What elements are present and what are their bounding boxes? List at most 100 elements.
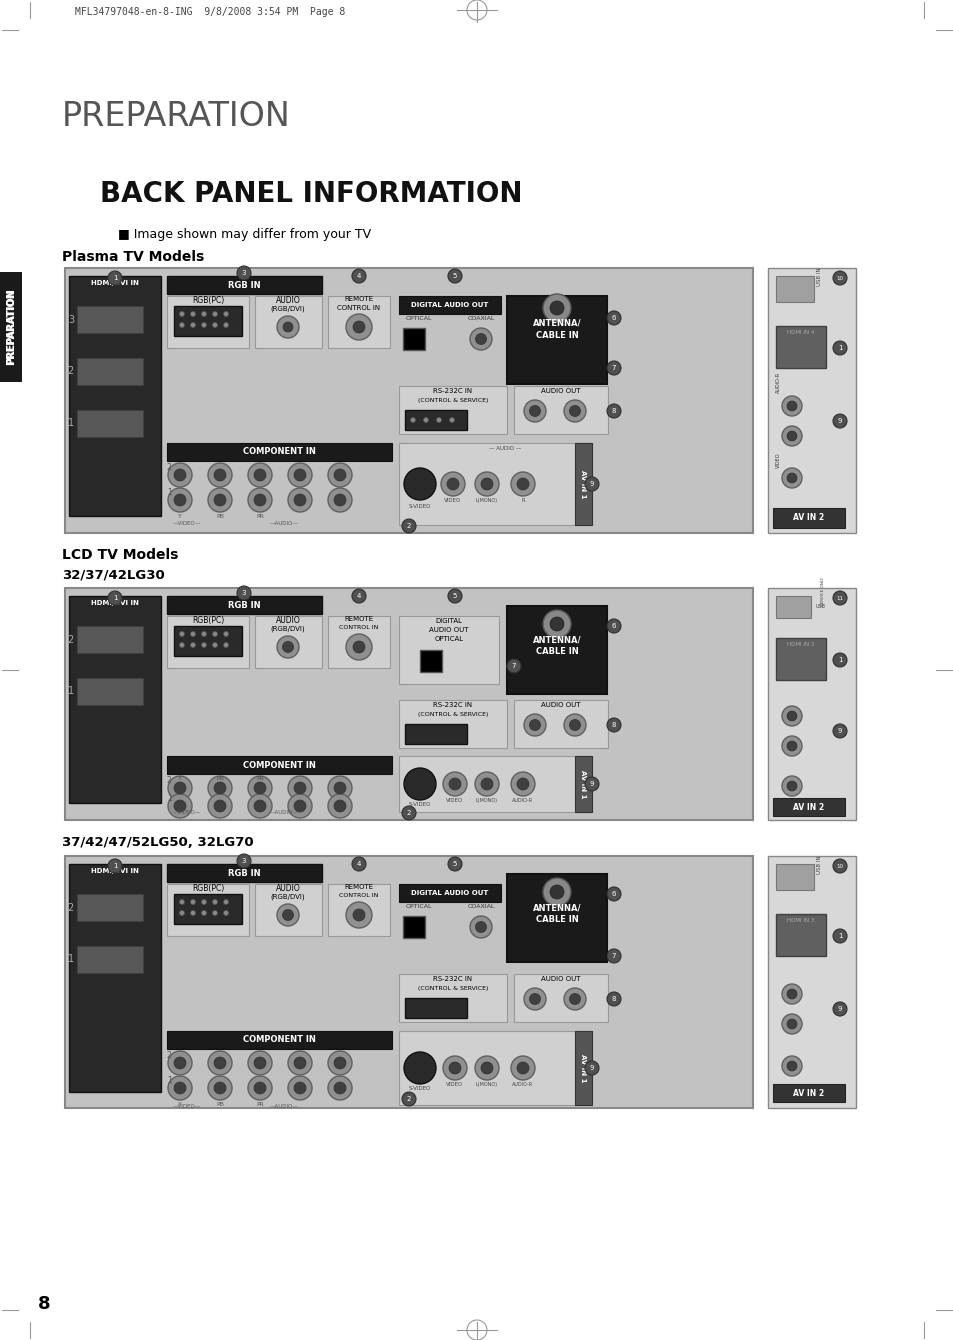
Circle shape [108,859,122,872]
Text: 2: 2 [406,809,411,816]
Circle shape [353,322,365,334]
Circle shape [191,631,195,636]
Text: OPTICAL: OPTICAL [405,905,432,909]
Circle shape [213,494,226,507]
Circle shape [179,642,184,647]
Circle shape [781,736,801,756]
Text: AV IN 1: AV IN 1 [579,769,585,799]
Circle shape [248,776,272,800]
Circle shape [449,1063,460,1073]
Circle shape [253,494,266,507]
Bar [506,874,606,962]
Bar [775,276,813,302]
Circle shape [832,724,846,738]
Circle shape [781,468,801,488]
Circle shape [288,1076,312,1100]
Circle shape [442,772,467,796]
Bar [398,699,506,748]
Circle shape [334,783,346,795]
Circle shape [352,858,366,871]
Circle shape [213,631,217,636]
Bar [767,588,855,820]
Text: 5: 5 [453,594,456,599]
Circle shape [201,631,206,636]
Bar [0,272,22,382]
Text: (RGB/DVI): (RGB/DVI) [271,892,305,899]
Circle shape [511,1056,535,1080]
Text: 1: 1 [112,863,117,870]
Bar [328,616,390,669]
Bar [775,638,825,679]
Circle shape [168,795,192,817]
Circle shape [208,464,232,486]
Text: AUDIO OUT: AUDIO OUT [540,389,580,394]
Circle shape [606,718,620,732]
Text: PREPARATION: PREPARATION [6,288,16,364]
Text: RS-232C IN: RS-232C IN [433,702,472,708]
Bar [775,596,810,618]
Circle shape [282,910,294,921]
Text: 6: 6 [611,315,616,322]
Circle shape [480,779,493,791]
Text: 2: 2 [167,1051,172,1060]
Circle shape [108,591,122,604]
Text: REMOTE: REMOTE [344,616,374,622]
Circle shape [786,1061,796,1071]
Text: 9: 9 [589,1065,594,1071]
Circle shape [475,922,486,933]
Circle shape [832,859,846,872]
Circle shape [179,899,184,905]
Text: USB IN: USB IN [817,268,821,285]
Bar [402,917,424,938]
Text: AUDIO OUT: AUDIO OUT [540,702,580,708]
Text: —AUDIO—: —AUDIO— [270,521,298,527]
Circle shape [168,464,192,486]
Circle shape [208,488,232,512]
Circle shape [294,494,306,507]
Text: 3: 3 [241,590,246,596]
Bar [772,799,844,816]
Circle shape [201,311,206,316]
Text: REMOTE: REMOTE [344,296,374,302]
Bar [77,626,143,653]
Circle shape [781,776,801,796]
Text: S-VIDEO: S-VIDEO [409,803,431,807]
Text: LCD TV Models: LCD TV Models [62,548,178,561]
Text: CONTROL IN: CONTROL IN [339,624,378,630]
Circle shape [606,619,620,632]
Text: RGB IN: RGB IN [228,600,260,610]
Text: (RGB/DVI): (RGB/DVI) [271,306,305,311]
Circle shape [208,1076,232,1100]
Text: Plasma TV Models: Plasma TV Models [62,251,204,264]
Bar [772,508,844,528]
Text: 6: 6 [611,891,616,896]
Circle shape [506,659,520,673]
Text: 7: 7 [511,663,516,669]
Circle shape [223,311,229,316]
Circle shape [832,414,846,427]
Bar [0,272,22,381]
Circle shape [606,403,620,418]
Text: PREPARATION: PREPARATION [6,289,16,364]
Bar [506,606,606,694]
Text: PREPARATION: PREPARATION [62,100,291,133]
Text: DIGITAL AUDIO OUT: DIGITAL AUDIO OUT [411,302,488,308]
Circle shape [173,469,186,481]
Circle shape [401,519,416,533]
Text: 9: 9 [589,781,594,787]
Text: 2: 2 [167,776,172,785]
Circle shape [294,1081,306,1093]
Circle shape [449,418,454,422]
Text: RGB(PC): RGB(PC) [192,296,224,306]
Text: 1: 1 [167,1076,172,1085]
Text: —AUDIO—: —AUDIO— [270,1104,298,1110]
Bar [173,894,242,925]
Circle shape [832,653,846,667]
Text: BACK PANEL INFORMATION: BACK PANEL INFORMATION [100,180,522,208]
Bar [506,296,606,385]
Circle shape [248,488,272,512]
Text: 1: 1 [167,795,172,803]
Text: HDMI IN 4: HDMI IN 4 [786,330,814,335]
Circle shape [253,469,266,481]
Text: 1: 1 [68,418,74,427]
